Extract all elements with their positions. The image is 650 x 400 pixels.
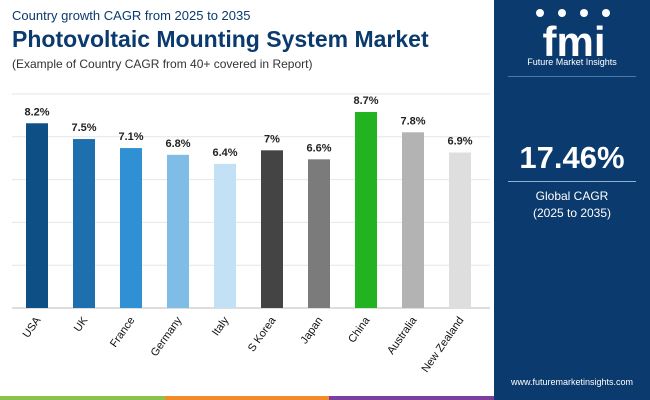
- bar-germany: [167, 154, 189, 308]
- category-tick-labels: USA UK France Germany Italy S Korea Japan China…: [21, 314, 467, 375]
- bar-china: [355, 112, 377, 308]
- value-label-uk: 7.5%: [71, 122, 96, 134]
- value-label-australia: 7.8%: [400, 115, 425, 127]
- tick-label-usa: USA: [21, 314, 44, 340]
- value-label-usa: 8.2%: [24, 106, 49, 118]
- tick-label-italy: Italy: [210, 314, 232, 338]
- value-label-japan: 6.6%: [306, 142, 331, 154]
- tick-label-china: China: [346, 314, 373, 345]
- value-label-china: 8.7%: [353, 95, 378, 107]
- bar-france: [120, 148, 142, 308]
- strip-segment-green: [0, 396, 165, 400]
- logo-text: fmi: [543, 18, 606, 65]
- tick-label-new-zealand: New Zealand: [419, 315, 466, 375]
- bar-usa: [26, 123, 48, 308]
- bar-chart: 8.2% 7.5% 7.1% 6.8% 6.4% 7% 6.6% 8.7% 7.8% 6.9% U…: [12, 93, 490, 375]
- value-label-new-zealand: 6.9%: [447, 136, 472, 148]
- bottom-color-strip: [0, 396, 495, 400]
- cagr-divider: [508, 181, 636, 182]
- global-cagr-label: Global CAGR: [535, 189, 609, 203]
- chart-subtitle: Country growth CAGR from 2025 to 2035: [12, 8, 251, 23]
- website-link[interactable]: www.futuremarketinsights.com: [510, 377, 634, 387]
- value-label-italy: 6.4%: [212, 147, 237, 159]
- tick-label-s-korea: S Korea: [246, 314, 279, 354]
- bar-australia: [402, 132, 424, 308]
- divider: [508, 76, 636, 77]
- fmi-logo: fmi: [536, 9, 610, 65]
- tick-label-germany: Germany: [149, 314, 185, 358]
- bar-value-labels: 8.2% 7.5% 7.1% 6.8% 6.4% 7% 6.6% 8.7% 7.8% 6.9%: [24, 95, 472, 159]
- bar-new-zealand: [449, 152, 471, 308]
- bar-s-korea: [261, 150, 283, 308]
- sidebar-panel: fmi Future Market Insights 17.46% Global…: [494, 0, 650, 400]
- bar-japan: [308, 159, 330, 308]
- tick-label-france: France: [108, 315, 137, 350]
- bar-italy: [214, 163, 236, 308]
- chart-title: Photovoltaic Mounting System Market: [12, 26, 429, 52]
- value-label-germany: 6.8%: [165, 138, 190, 150]
- tick-label-uk: UK: [72, 314, 91, 334]
- tick-label-japan: Japan: [298, 315, 325, 346]
- strip-segment-purple: [329, 396, 495, 400]
- value-label-france: 7.1%: [118, 131, 143, 143]
- chart-note: (Example of Country CAGR from 40+ covere…: [12, 57, 313, 71]
- global-cagr-period: (2025 to 2035): [532, 206, 612, 220]
- bar-uk: [73, 139, 95, 308]
- brand-name: Future Market Insights: [527, 57, 617, 67]
- global-cagr-value: 17.46%: [519, 140, 625, 175]
- tick-label-australia: Australia: [385, 314, 420, 357]
- bars-group: [26, 112, 471, 308]
- strip-segment-orange: [164, 396, 330, 400]
- value-label-s-korea: 7%: [264, 133, 280, 145]
